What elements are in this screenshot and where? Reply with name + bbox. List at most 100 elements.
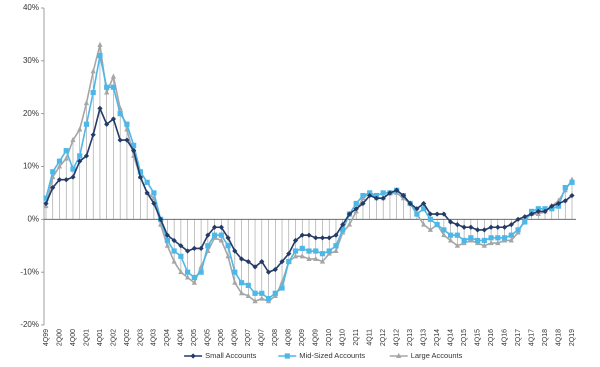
marker xyxy=(218,232,224,238)
marker xyxy=(562,185,568,191)
marker xyxy=(340,222,346,228)
marker xyxy=(508,222,514,228)
marker xyxy=(117,111,123,117)
marker xyxy=(158,216,164,222)
marker xyxy=(549,206,555,212)
marker xyxy=(508,232,514,238)
marker xyxy=(131,142,137,148)
x-tick-label: 4Q99 xyxy=(43,329,50,346)
marker xyxy=(319,258,326,264)
marker xyxy=(569,179,575,185)
marker xyxy=(396,352,402,358)
marker xyxy=(83,153,90,159)
marker xyxy=(211,232,218,238)
marker xyxy=(380,190,386,196)
marker xyxy=(414,211,420,217)
marker xyxy=(70,174,76,180)
marker xyxy=(83,99,90,106)
x-tick-label: 2Q03 xyxy=(137,329,144,346)
marker xyxy=(252,298,258,304)
marker xyxy=(522,214,528,220)
marker xyxy=(131,148,137,154)
marker xyxy=(56,163,63,169)
marker xyxy=(144,179,150,185)
marker xyxy=(488,239,494,246)
marker xyxy=(232,279,238,285)
marker xyxy=(454,232,460,238)
marker xyxy=(555,203,562,209)
marker xyxy=(171,237,177,244)
marker xyxy=(164,242,170,248)
marker xyxy=(495,235,501,241)
marker xyxy=(326,235,332,241)
legend-label: Small Accounts xyxy=(205,351,257,360)
series xyxy=(43,52,575,302)
marker xyxy=(191,274,197,281)
marker xyxy=(232,248,238,254)
marker xyxy=(117,137,123,143)
marker xyxy=(137,169,144,175)
marker xyxy=(488,224,494,230)
x-tick-label: 4Q05 xyxy=(205,329,212,346)
x-tick-label: 4Q14 xyxy=(447,329,454,346)
marker xyxy=(245,259,251,265)
x-tick-label: 4Q04 xyxy=(178,329,185,346)
marker xyxy=(535,206,541,212)
marker xyxy=(191,279,197,285)
marker xyxy=(340,227,346,233)
marker xyxy=(346,211,353,217)
marker xyxy=(360,192,366,199)
marker xyxy=(501,224,508,230)
marker xyxy=(50,185,56,191)
marker xyxy=(198,269,204,275)
marker xyxy=(225,243,231,249)
x-tick-label: 4Q07 xyxy=(259,329,266,346)
marker xyxy=(522,219,528,225)
marker xyxy=(461,224,467,230)
marker xyxy=(448,237,454,243)
x-tick-label: 4Q03 xyxy=(151,329,158,346)
marker xyxy=(272,290,278,296)
marker xyxy=(63,177,69,183)
marker xyxy=(333,247,339,254)
marker xyxy=(50,169,56,175)
marker xyxy=(279,259,285,265)
marker xyxy=(474,227,481,233)
marker xyxy=(313,248,319,254)
marker xyxy=(56,177,63,183)
marker xyxy=(481,227,487,233)
marker xyxy=(252,264,258,270)
marker xyxy=(97,41,103,47)
y-tick-label: 20% xyxy=(23,109,39,118)
marker xyxy=(346,221,353,227)
marker xyxy=(555,200,562,207)
marker xyxy=(259,259,265,265)
marker xyxy=(70,136,76,143)
y-tick-label: 30% xyxy=(23,56,39,65)
marker xyxy=(380,195,386,201)
marker xyxy=(238,280,245,286)
y-tick-label: 0% xyxy=(27,214,39,223)
x-tick-label: 4Q08 xyxy=(286,329,293,346)
marker xyxy=(434,211,440,217)
x-tick-label: 2Q06 xyxy=(218,329,225,346)
y-tick-label: -20% xyxy=(20,320,39,329)
marker xyxy=(259,295,265,301)
marker xyxy=(427,226,433,232)
marker xyxy=(205,232,211,238)
marker xyxy=(185,274,191,280)
legend-label: Large Accounts xyxy=(411,351,463,360)
y-tick-label: -10% xyxy=(20,267,39,276)
x-tick-label: 2Q01 xyxy=(83,329,90,346)
marker xyxy=(286,251,292,257)
x-tick-label: 2Q13 xyxy=(407,329,414,346)
marker xyxy=(299,245,305,251)
marker xyxy=(569,192,575,199)
marker xyxy=(528,208,535,215)
marker xyxy=(151,190,157,196)
marker xyxy=(333,232,339,238)
x-tick-label: 2Q04 xyxy=(164,329,171,346)
marker xyxy=(427,211,433,217)
marker xyxy=(515,216,521,222)
